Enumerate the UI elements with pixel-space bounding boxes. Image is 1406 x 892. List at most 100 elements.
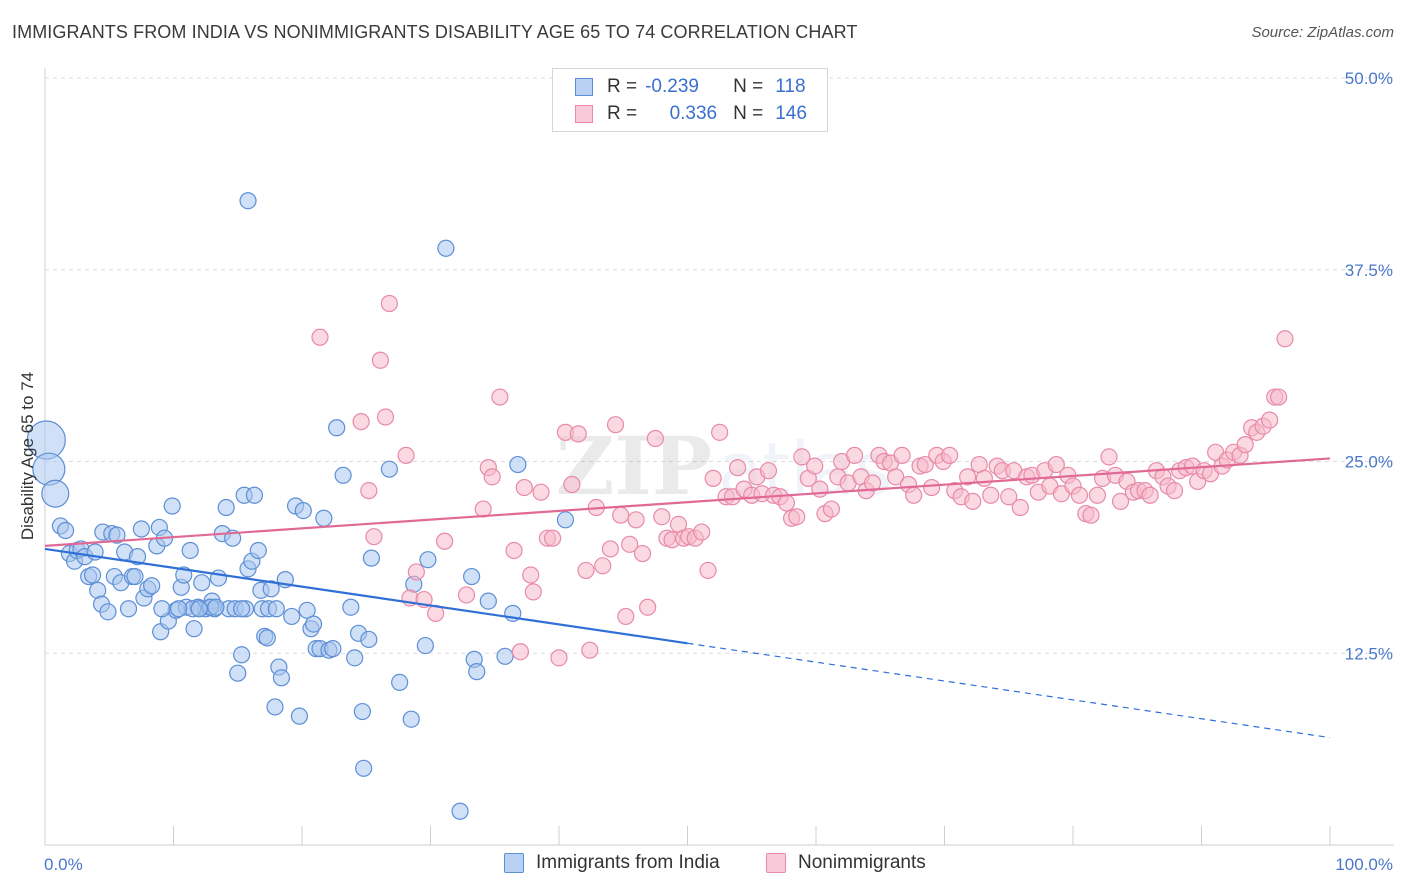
india-point (468, 663, 486, 681)
legend-label-india: Immigrants from India (536, 852, 720, 873)
trend-lines (44, 457, 1331, 739)
nonimmigrant-point (311, 328, 329, 346)
legend-item-nonimmigrants[interactable]: Nonimmigrants (766, 852, 926, 874)
nonimmigrant-point (893, 446, 911, 464)
india-point (380, 460, 398, 478)
nonimmigrant-point (543, 529, 562, 547)
nonimmigrant-point (1261, 411, 1279, 429)
nonimmigrant-point (397, 446, 415, 464)
india-point (245, 486, 264, 504)
india-point (437, 239, 455, 257)
nonimmigrant-point (617, 607, 635, 626)
legend-n-value: 146 (775, 103, 807, 124)
india-trend-line-extrapolated (687, 642, 1331, 739)
india-point (479, 592, 497, 610)
nonimmigrant-point (793, 448, 811, 466)
india-point (153, 600, 171, 618)
source-label: Source: ZipAtlas.com (1251, 24, 1394, 41)
india-point (272, 669, 291, 687)
india-point (229, 664, 247, 682)
y-tick-label: 12.5% (1345, 644, 1393, 663)
india-point (451, 802, 469, 820)
chart-title: IMMIGRANTS FROM INDIA VS NONIMMIGRANTS D… (12, 22, 858, 42)
nonimmigrant-point (1070, 486, 1089, 504)
india-trend-line (44, 547, 688, 645)
india-point (362, 549, 380, 567)
india-point (267, 600, 285, 618)
nonimmigrant-point (606, 416, 625, 434)
nonimmigrant-point (1047, 455, 1065, 474)
nonimmigrant-point (1000, 488, 1018, 506)
y-tick-labels: 12.5% 25.0% 37.5% 50.0% (1345, 69, 1393, 663)
nonimmigrant-point (1276, 330, 1294, 348)
legend-label-nonimmigrants: Nonimmigrants (798, 852, 926, 873)
nonimmigrant-trend-line (44, 457, 1331, 547)
legend-row-nonimmigrants: R = 0.336 N = 146 (575, 101, 807, 127)
nonimmigrant-point (639, 598, 657, 616)
nonimmigrant-point (577, 561, 595, 580)
nonimmigrant-point (522, 566, 540, 584)
legend-swatch-india (575, 78, 593, 96)
india-point (419, 551, 437, 569)
nonimmigrant-point (845, 446, 864, 464)
nonimmigrant-point (806, 457, 824, 475)
india-point (185, 620, 203, 638)
nonimmigrant-point (959, 468, 977, 486)
nonimmigrant-point (483, 468, 501, 486)
x-tick-label-max: 100.0% (1335, 855, 1393, 874)
india-point (360, 630, 378, 649)
legend-n-label: N = (733, 103, 764, 124)
india-point (126, 567, 144, 586)
nonimmigrant-point (505, 541, 523, 560)
india-point (108, 526, 126, 544)
nonimmigrant-point (964, 492, 982, 510)
nonimmigrant-point (887, 468, 905, 486)
legend-r-value: -0.239 (645, 76, 699, 97)
series-legend: Immigrants from India Nonimmigrants (0, 852, 1406, 878)
nonimmigrant-point (759, 462, 778, 480)
nonimmigrant-point (491, 388, 509, 406)
india-point (217, 498, 235, 517)
y-tick-label: 50.0% (1345, 69, 1393, 88)
y-tick-label: 37.5% (1345, 261, 1393, 280)
nonimmigrant-point (975, 469, 993, 487)
india-point (509, 455, 527, 474)
legend-row-india: R = -0.239 N = 118 (575, 74, 806, 100)
legend-item-india[interactable]: Immigrants from India (504, 852, 720, 874)
nonimmigrant-point (777, 494, 796, 512)
india-point (233, 646, 251, 664)
nonimmigrant-points (311, 294, 1294, 667)
nonimmigrant-point (788, 508, 806, 526)
legend-r-label: R = (607, 103, 638, 124)
india-point (298, 601, 316, 619)
india-point (294, 501, 312, 520)
india-point (324, 640, 342, 658)
nonimmigrant-point (699, 561, 717, 580)
india-point (258, 629, 276, 647)
legend-n-value: 118 (775, 76, 806, 97)
nonimmigrant-point (916, 455, 934, 474)
india-point (266, 698, 284, 716)
india-point (342, 598, 360, 616)
india-point (56, 521, 75, 540)
india-point (233, 600, 251, 618)
india-point (163, 497, 181, 515)
nonimmigrant-point (380, 294, 398, 313)
nonimmigrant-point (1088, 486, 1107, 504)
india-point (346, 649, 364, 667)
nonimmigrant-point (376, 408, 395, 426)
india-point (239, 192, 257, 210)
nonimmigrant-point (1082, 506, 1100, 524)
india-point (315, 509, 333, 527)
india-point (334, 466, 352, 484)
nonimmigrant-point (863, 474, 882, 492)
nonimmigrant-point (612, 506, 630, 524)
india-point (207, 598, 225, 616)
india-point (304, 615, 323, 633)
nonimmigrant-point (569, 425, 587, 443)
nonimmigrant-point (621, 535, 639, 553)
india-point (328, 419, 346, 437)
india-point (119, 600, 138, 618)
nonimmigrant-point (352, 413, 370, 431)
